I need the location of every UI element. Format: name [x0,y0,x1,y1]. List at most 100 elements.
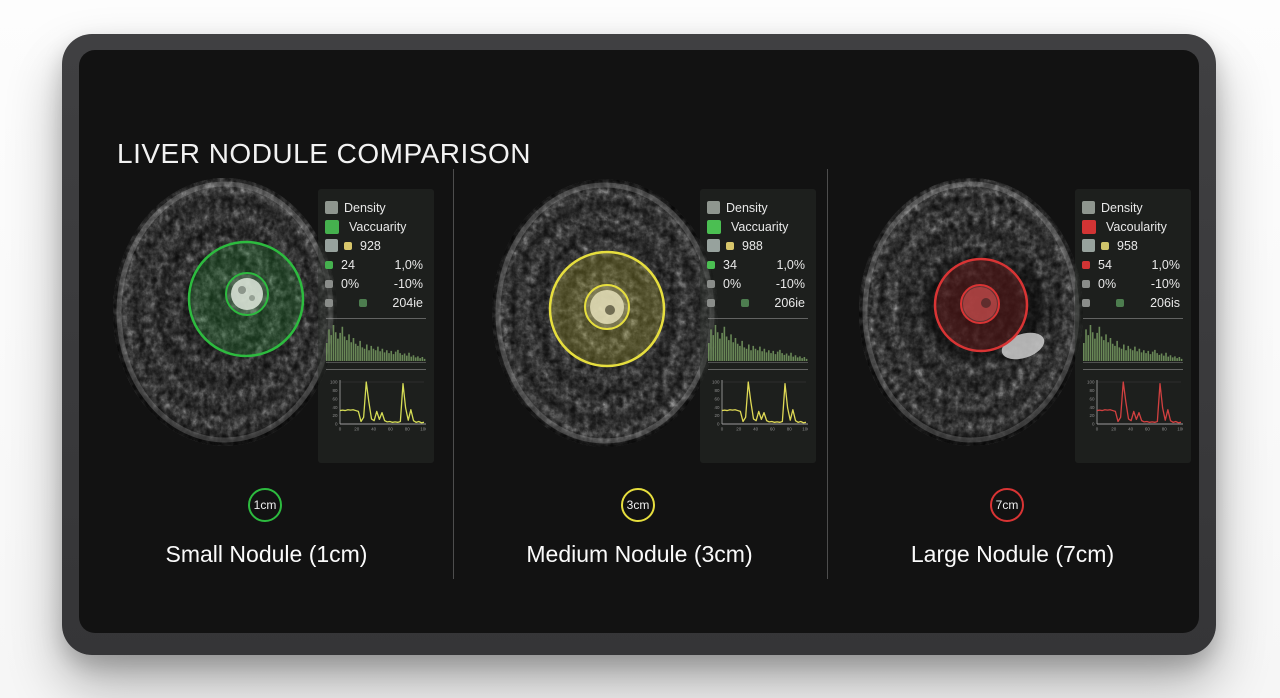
density-histogram-chart [708,325,808,363]
svg-text:100: 100 [712,380,720,385]
svg-text:60: 60 [1145,427,1151,432]
svg-text:60: 60 [388,427,394,432]
gray-mini-swatch [1082,279,1090,288]
annotation-circles-small [187,240,305,358]
svg-text:20: 20 [354,427,360,432]
yellow-swatch [1101,241,1109,250]
legend-row-b: 34 1,0% [707,255,809,274]
annotation-circles-large [933,257,1029,353]
svg-text:100: 100 [330,380,338,385]
vascularity-line-chart: 100 80 60 40 20 00 20 40 60 80 100 [712,380,808,432]
svg-text:100: 100 [420,427,426,432]
legend-row-b: 54 1,0% [1082,255,1184,274]
green-mini-swatch [741,298,749,307]
svg-text:40: 40 [332,405,338,410]
svg-text:0: 0 [1096,427,1099,432]
legend-row-vascularity: Vaccuarity [325,217,427,236]
legend-row-a: 988 [707,236,809,255]
gray-mini-swatch [325,298,333,307]
panel-divider [827,169,828,579]
accent-mini-swatch [707,260,715,269]
svg-text:100: 100 [1177,427,1183,432]
legend-row-a: 958 [1082,236,1184,255]
svg-text:60: 60 [332,396,338,401]
svg-text:80: 80 [1162,427,1168,432]
size-badge-small: 1cm [248,488,282,522]
separator [1083,369,1183,370]
separator [326,369,426,370]
green-mini-swatch [359,298,367,307]
svg-text:100: 100 [802,427,808,432]
svg-text:60: 60 [714,396,720,401]
gray-swatch [1082,239,1095,252]
stats-panel-large: Density Vacoularity 958 54 1,0% [1075,189,1191,463]
legend-row-b: 24 1,0% [325,255,427,274]
panel-small-nodule: Density Vaccuarity 928 24 1,0% [80,50,453,633]
svg-text:100: 100 [1087,380,1095,385]
stats-panel-medium: Density Vaccuarity 988 34 1,0% [700,189,816,463]
ultrasound-image-large [855,176,1087,453]
svg-text:0: 0 [721,427,724,432]
panel-large-nodule: Density Vacoularity 958 54 1,0% [826,50,1199,633]
size-badge-medium: 3cm [621,488,655,522]
svg-text:0: 0 [717,422,720,427]
accent-mini-swatch [325,260,333,269]
panel-divider [453,169,454,579]
vascularity-line-chart: 100 80 60 40 20 00 20 40 60 80 100 [330,380,426,432]
panel-caption-large: Large Nodule (7cm) [910,541,1115,567]
density-swatch [1082,201,1095,214]
svg-text:0: 0 [339,427,342,432]
yellow-swatch [344,241,352,250]
ultrasound-image-medium [490,176,722,453]
separator [708,318,808,319]
stats-panel-small: Density Vaccuarity 928 24 1,0% [318,189,434,463]
vascularity-swatch [707,219,721,234]
gray-mini-swatch [325,279,333,288]
svg-text:20: 20 [1089,413,1095,418]
svg-text:60: 60 [770,427,776,432]
page-title: LIVER NODULE COMPARISON [117,138,531,169]
size-badge-large: 7cm [990,488,1024,522]
vascularity-swatch [325,219,339,234]
gray-swatch [707,239,720,252]
gray-mini-swatch [707,298,715,307]
legend-row-c: 0% -10% [1082,274,1184,293]
accent-mini-swatch [1082,260,1090,269]
legend-row-d: 206ie [707,293,809,312]
separator [326,318,426,319]
svg-text:80: 80 [405,427,411,432]
panel-caption-small: Small Nodule (1cm) [165,541,368,567]
svg-text:80: 80 [787,427,793,432]
svg-text:40: 40 [753,427,759,432]
svg-text:40: 40 [714,405,720,410]
legend-row-vascularity: Vaccuarity [707,217,809,236]
yellow-swatch [726,241,734,250]
green-mini-swatch [1116,298,1124,307]
vascularity-line-chart: 100 80 60 40 20 00 20 40 60 80 100 [1087,380,1183,432]
density-histogram-chart [326,325,426,363]
svg-text:20: 20 [1111,427,1117,432]
panel-caption-medium: Medium Nodule (3cm) [526,541,753,567]
legend-row-density: Density [1082,198,1184,217]
svg-text:20: 20 [736,427,742,432]
svg-text:80: 80 [332,388,338,393]
separator [1083,318,1183,319]
svg-text:0: 0 [335,422,338,427]
gray-swatch [325,239,338,252]
svg-text:20: 20 [714,413,720,418]
legend-row-vascularity: Vacoularity [1082,217,1184,236]
separator [708,369,808,370]
svg-text:40: 40 [1089,405,1095,410]
svg-text:0: 0 [1092,422,1095,427]
annotation-circles-medium [548,250,666,368]
legend-row-c: 0% -10% [707,274,809,293]
svg-text:80: 80 [714,388,720,393]
svg-text:40: 40 [371,427,377,432]
svg-text:80: 80 [1089,388,1095,393]
dashboard-screen: LIVER NODULE COMPARISON [79,50,1199,633]
legend-row-a: 928 [325,236,427,255]
svg-text:60: 60 [1089,396,1095,401]
vascularity-swatch [1082,219,1096,234]
gray-mini-swatch [707,279,715,288]
legend-row-d: 206is [1082,293,1184,312]
